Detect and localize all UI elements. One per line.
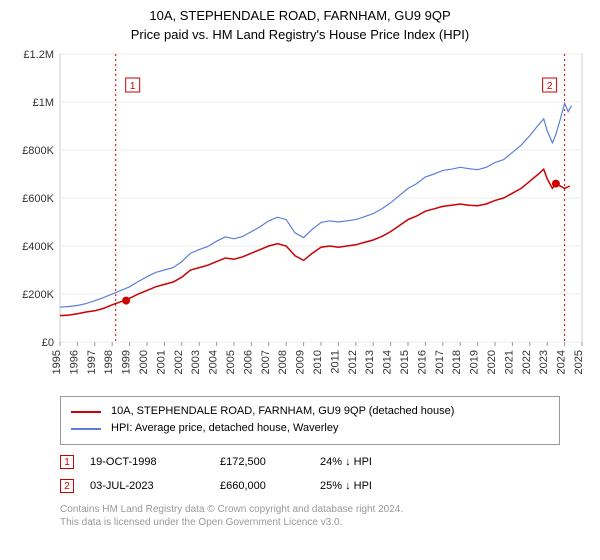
svg-text:2022: 2022: [521, 350, 533, 374]
svg-text:£1.2M: £1.2M: [23, 49, 54, 61]
svg-text:2009: 2009: [295, 350, 307, 374]
svg-text:1999: 1999: [121, 350, 133, 374]
svg-text:1: 1: [130, 81, 136, 92]
svg-text:1996: 1996: [68, 350, 80, 374]
svg-text:2025: 2025: [573, 350, 585, 374]
chart-plot: £0 £200K £400K £600K £800K £1M £1.2M 1995 1996 19…: [12, 48, 588, 388]
svg-text:1995: 1995: [51, 350, 63, 374]
svg-text:£200K: £200K: [22, 289, 54, 301]
svg-text:2013: 2013: [364, 350, 376, 374]
sale-markers-list: 1 19-OCT-1998£172,50024% ↓ HPI 2 03-JUL-202…: [60, 455, 588, 493]
svg-text:2018: 2018: [451, 350, 463, 374]
svg-text:2017: 2017: [434, 350, 446, 374]
chart-svg: £0 £200K £400K £600K £800K £1M £1.2M 1995 1996 19…: [12, 48, 588, 388]
marker-date: 03-JUL-2023: [90, 480, 220, 492]
marker-price: £660,000: [220, 480, 320, 492]
svg-text:£400K: £400K: [22, 241, 54, 253]
chart-container: 10A, STEPHENDALE ROAD, FARNHAM, GU9 9QP …: [0, 0, 600, 560]
svg-text:2024: 2024: [556, 350, 568, 374]
marker-pct: 24% ↓ HPI: [320, 456, 420, 468]
svg-text:2015: 2015: [399, 350, 411, 374]
svg-text:2020: 2020: [486, 350, 498, 374]
svg-text:£600K: £600K: [22, 193, 54, 205]
legend-label: HPI: Average price, detached house, Wave…: [111, 420, 338, 438]
attribution-line2: This data is licensed under the Open Gov…: [60, 516, 588, 529]
legend-swatch: [71, 411, 101, 413]
svg-text:2000: 2000: [138, 350, 150, 374]
legend: 10A, STEPHENDALE ROAD, FARNHAM, GU9 9QP …: [60, 396, 560, 445]
svg-text:2: 2: [547, 81, 553, 92]
chart-title: 10A, STEPHENDALE ROAD, FARNHAM, GU9 9QP: [12, 8, 588, 25]
svg-text:£0: £0: [42, 337, 54, 349]
svg-text:2006: 2006: [242, 350, 254, 374]
marker-date: 19-OCT-1998: [90, 456, 220, 468]
sale-marker-row: 2 03-JUL-2023£660,00025% ↓ HPI: [60, 479, 588, 493]
svg-text:2007: 2007: [260, 350, 272, 374]
svg-text:2014: 2014: [382, 350, 394, 374]
svg-text:2012: 2012: [347, 350, 359, 374]
marker-price: £172,500: [220, 456, 320, 468]
marker-pct: 25% ↓ HPI: [320, 480, 420, 492]
legend-label: 10A, STEPHENDALE ROAD, FARNHAM, GU9 9QP …: [111, 403, 454, 421]
svg-text:2001: 2001: [155, 350, 167, 374]
svg-text:2021: 2021: [503, 350, 515, 374]
attribution: Contains HM Land Registry data © Crown c…: [60, 503, 588, 529]
svg-text:£1M: £1M: [33, 97, 54, 109]
svg-text:2019: 2019: [469, 350, 481, 374]
legend-item: 10A, STEPHENDALE ROAD, FARNHAM, GU9 9QP …: [71, 403, 549, 421]
svg-text:2010: 2010: [312, 350, 324, 374]
svg-text:2005: 2005: [225, 350, 237, 374]
svg-text:2002: 2002: [173, 350, 185, 374]
marker-number-box: 2: [60, 479, 74, 493]
svg-text:1997: 1997: [86, 350, 98, 374]
chart-subtitle: Price paid vs. HM Land Registry's House …: [12, 27, 588, 42]
svg-text:2008: 2008: [277, 350, 289, 374]
svg-text:£800K: £800K: [22, 145, 54, 157]
sale-marker-row: 1 19-OCT-1998£172,50024% ↓ HPI: [60, 455, 588, 469]
legend-item: HPI: Average price, detached house, Wave…: [71, 420, 549, 438]
svg-text:2023: 2023: [538, 350, 550, 374]
marker-number-box: 1: [60, 455, 74, 469]
svg-text:2004: 2004: [208, 350, 220, 374]
svg-text:2016: 2016: [416, 350, 428, 374]
attribution-line1: Contains HM Land Registry data © Crown c…: [60, 503, 588, 516]
svg-text:1998: 1998: [103, 350, 115, 374]
legend-swatch: [71, 428, 101, 430]
svg-text:2003: 2003: [190, 350, 202, 374]
svg-text:2011: 2011: [329, 350, 341, 374]
